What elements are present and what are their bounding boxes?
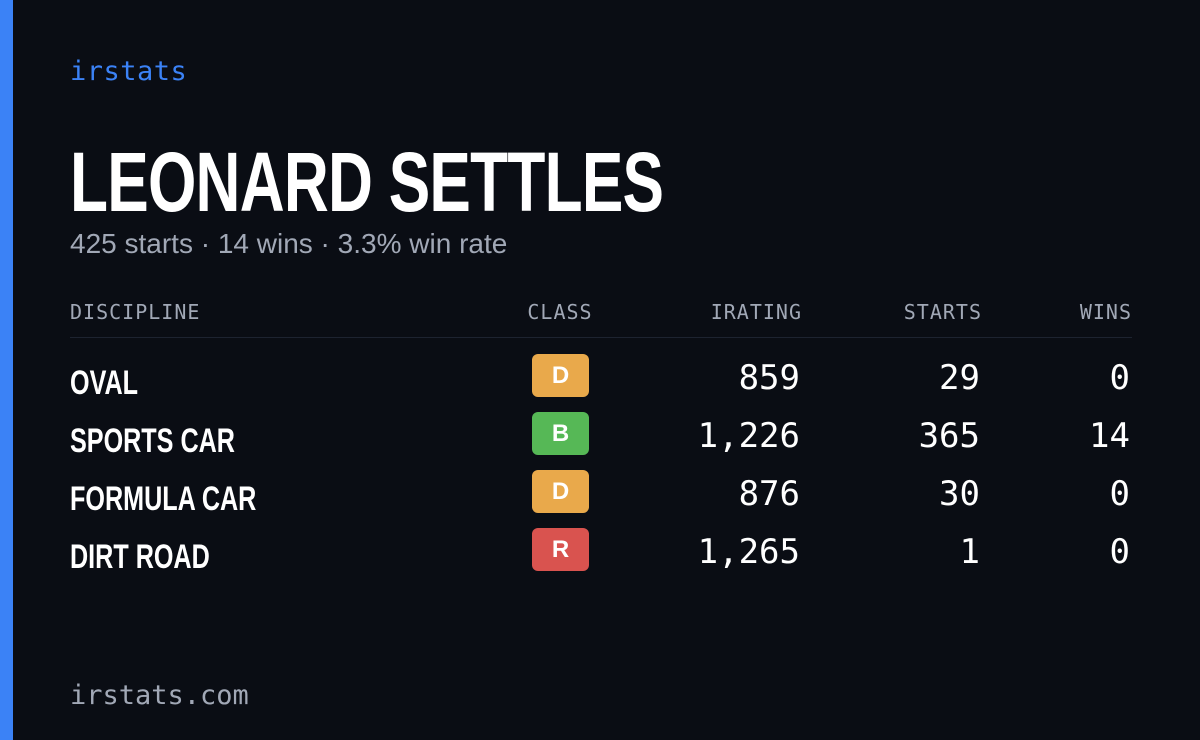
header-class: CLASS xyxy=(527,300,593,324)
class-badge: D xyxy=(532,470,589,513)
wins-value: 0 xyxy=(1109,532,1130,572)
discipline-name: DIRT ROAD xyxy=(70,538,210,576)
starts-value: 29 xyxy=(939,358,980,398)
wins-value: 0 xyxy=(1109,358,1130,398)
table-header: DISCIPLINE CLASS IRATING STARTS WINS xyxy=(70,300,1132,338)
discipline-name: SPORTS CAR xyxy=(70,422,235,460)
footer-domain-link[interactable]: irstats.com xyxy=(70,680,249,711)
discipline-name: FORMULA CAR xyxy=(70,480,257,518)
table-row: DIRT ROAD R 1,265 1 0 xyxy=(70,526,1132,584)
brand-logo-text[interactable]: irstats xyxy=(70,56,188,87)
header-discipline: DISCIPLINE xyxy=(70,300,201,324)
table-row: OVAL D 859 29 0 xyxy=(70,352,1132,410)
class-badge: D xyxy=(532,354,589,397)
header-starts: STARTS xyxy=(903,300,982,324)
irating-value: 859 xyxy=(738,358,800,398)
irating-value: 876 xyxy=(738,474,800,514)
summary-separator: · xyxy=(312,228,338,259)
table-row: FORMULA CAR D 876 30 0 xyxy=(70,468,1132,526)
player-summary: 425 starts · 14 wins · 3.3% win rate xyxy=(70,228,507,260)
class-badge: R xyxy=(532,528,589,571)
player-name: LEONARD SETTLES xyxy=(70,135,664,229)
summary-win-rate: 3.3% win rate xyxy=(337,228,508,259)
header-irating: IRATING xyxy=(710,300,802,324)
discipline-table: OVAL D 859 29 0 SPORTS CAR B 1,226 365 1… xyxy=(70,352,1132,584)
summary-separator: · xyxy=(192,228,218,259)
accent-bar xyxy=(0,0,13,740)
starts-value: 30 xyxy=(939,474,980,514)
wins-value: 0 xyxy=(1109,474,1130,514)
discipline-name: OVAL xyxy=(70,364,139,402)
irating-value: 1,265 xyxy=(697,532,800,572)
wins-value: 14 xyxy=(1089,416,1130,456)
summary-starts: 425 starts xyxy=(70,228,193,259)
header-wins: WINS xyxy=(1079,300,1132,324)
irating-value: 1,226 xyxy=(697,416,800,456)
table-row: SPORTS CAR B 1,226 365 14 xyxy=(70,410,1132,468)
summary-wins: 14 wins xyxy=(217,228,313,259)
starts-value: 365 xyxy=(918,416,980,456)
starts-value: 1 xyxy=(959,532,980,572)
class-badge: B xyxy=(532,412,589,455)
